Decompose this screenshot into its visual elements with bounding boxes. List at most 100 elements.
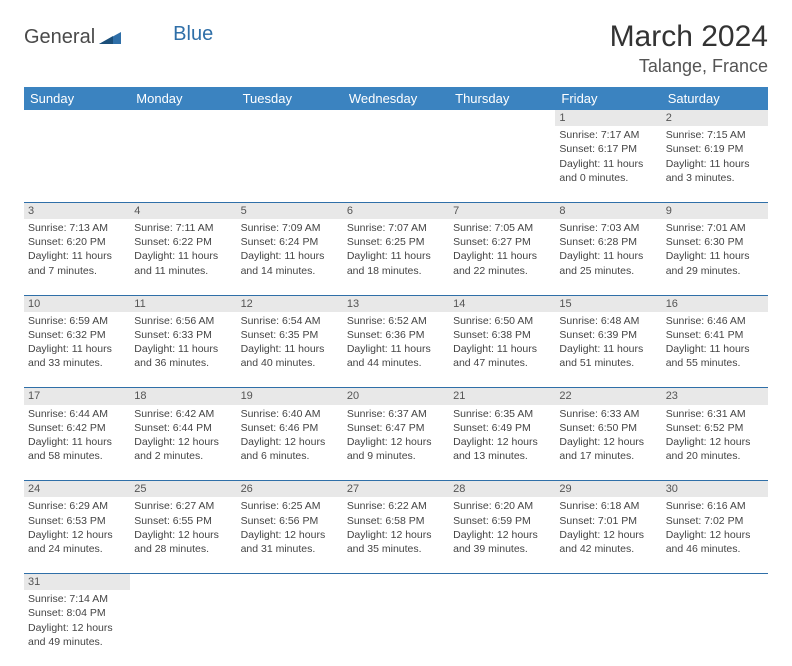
sunrise-text: Sunrise: 6:35 AM [453,407,551,421]
day-cell: Sunrise: 7:05 AMSunset: 6:27 PMDaylight:… [449,219,555,295]
day-number-cell: 2 [662,110,768,126]
day-header: Tuesday [237,87,343,110]
day-number-cell [343,110,449,126]
sunset-text: Sunset: 6:50 PM [559,421,657,435]
sunrise-text: Sunrise: 6:44 AM [28,407,126,421]
day-number-cell: 29 [555,481,661,498]
day-header: Saturday [662,87,768,110]
day-number-cell: 19 [237,388,343,405]
daylight-text: Daylight: 11 hours and 51 minutes. [559,342,657,370]
sunset-text: Sunset: 6:22 PM [134,235,232,249]
header: General Blue March 2024 Talange, France [24,20,768,77]
sunset-text: Sunset: 6:27 PM [453,235,551,249]
day-number-cell: 17 [24,388,130,405]
daynum-row: 12 [24,110,768,126]
day-number-cell: 28 [449,481,555,498]
daylight-text: Daylight: 11 hours and 47 minutes. [453,342,551,370]
sunset-text: Sunset: 6:30 PM [666,235,764,249]
day-cell: Sunrise: 6:56 AMSunset: 6:33 PMDaylight:… [130,312,236,388]
day-number-cell [555,573,661,590]
day-number-cell: 26 [237,481,343,498]
day-cell: Sunrise: 6:48 AMSunset: 6:39 PMDaylight:… [555,312,661,388]
day-number-cell: 11 [130,295,236,312]
day-cell [343,126,449,202]
day-number-cell: 27 [343,481,449,498]
day-number-cell [449,573,555,590]
daylight-text: Daylight: 12 hours and 49 minutes. [28,621,126,649]
day-cell [237,590,343,666]
day-header: Sunday [24,87,130,110]
day-content-row: Sunrise: 7:13 AMSunset: 6:20 PMDaylight:… [24,219,768,295]
day-number-cell: 16 [662,295,768,312]
sunrise-text: Sunrise: 6:22 AM [347,499,445,513]
daylight-text: Daylight: 12 hours and 9 minutes. [347,435,445,463]
sunrise-text: Sunrise: 7:11 AM [134,221,232,235]
logo-word2: Blue [173,23,213,46]
sunset-text: Sunset: 8:04 PM [28,606,126,620]
day-cell [662,590,768,666]
daynum-row: 24252627282930 [24,481,768,498]
daylight-text: Daylight: 11 hours and 0 minutes. [559,157,657,185]
sunrise-text: Sunrise: 6:25 AM [241,499,339,513]
sunset-text: Sunset: 6:58 PM [347,514,445,528]
logo-flag-icon [99,28,121,49]
sunrise-text: Sunrise: 6:16 AM [666,499,764,513]
daylight-text: Daylight: 11 hours and 3 minutes. [666,157,764,185]
sunrise-text: Sunrise: 7:14 AM [28,592,126,606]
sunrise-text: Sunrise: 6:54 AM [241,314,339,328]
day-cell [555,590,661,666]
sunrise-text: Sunrise: 6:46 AM [666,314,764,328]
day-number-cell: 30 [662,481,768,498]
calendar-body: 12Sunrise: 7:17 AMSunset: 6:17 PMDayligh… [24,110,768,666]
day-content-row: Sunrise: 6:59 AMSunset: 6:32 PM Daylight:… [24,312,768,388]
sunrise-text: Sunrise: 7:01 AM [666,221,764,235]
sunset-text: Sunset: 6:32 PM [28,328,126,342]
month-year: March 2024 [610,20,768,54]
sunset-text: Sunset: 6:17 PM [559,142,657,156]
sunset-text: Sunset: 6:24 PM [241,235,339,249]
sunrise-text: Sunrise: 7:09 AM [241,221,339,235]
sunrise-text: Sunrise: 6:29 AM [28,499,126,513]
day-cell: Sunrise: 7:13 AMSunset: 6:20 PMDaylight:… [24,219,130,295]
calendar-table: Sunday Monday Tuesday Wednesday Thursday… [24,87,768,666]
day-cell [449,126,555,202]
sunrise-text: Sunrise: 6:27 AM [134,499,232,513]
sunrise-text: Sunrise: 6:59 AM [28,314,126,328]
sunset-text: Sunset: 6:28 PM [559,235,657,249]
daynum-row: 17181920212223 [24,388,768,405]
daylight-text: Daylight: 12 hours and 46 minutes. [666,528,764,556]
daylight-text: Daylight: 11 hours and 7 minutes. [28,249,126,277]
day-header: Monday [130,87,236,110]
day-number-cell [130,110,236,126]
sunrise-text: Sunrise: 6:50 AM [453,314,551,328]
day-number-cell: 7 [449,202,555,219]
sunrise-text: Sunrise: 6:18 AM [559,499,657,513]
day-cell: Sunrise: 6:29 AMSunset: 6:53 PMDaylight:… [24,497,130,573]
sunrise-text: Sunrise: 6:20 AM [453,499,551,513]
daylight-text: Daylight: 12 hours and 42 minutes. [559,528,657,556]
sunset-text: Sunset: 6:53 PM [28,514,126,528]
day-number-cell [24,110,130,126]
daylight-text: Daylight: 12 hours and 39 minutes. [453,528,551,556]
daylight-text: Daylight: 12 hours and 6 minutes. [241,435,339,463]
daylight-text: Daylight: 11 hours and 29 minutes. [666,249,764,277]
sunset-text: Sunset: 6:41 PM [666,328,764,342]
day-cell: Sunrise: 7:14 AMSunset: 8:04 PMDaylight:… [24,590,130,666]
day-cell: Sunrise: 7:03 AMSunset: 6:28 PMDaylight:… [555,219,661,295]
sunset-text: Sunset: 6:35 PM [241,328,339,342]
sunset-text: Sunset: 6:46 PM [241,421,339,435]
day-number-cell: 23 [662,388,768,405]
sunset-text: Sunset: 6:56 PM [241,514,339,528]
sunset-text: Sunset: 6:20 PM [28,235,126,249]
sunset-text: Sunset: 6:44 PM [134,421,232,435]
day-number-cell: 15 [555,295,661,312]
day-number-cell [662,573,768,590]
sunset-text: Sunset: 6:39 PM [559,328,657,342]
logo: General Blue [24,26,213,49]
day-number-cell: 5 [237,202,343,219]
daylight-text: Daylight: 11 hours and 22 minutes. [453,249,551,277]
sunset-text: Sunset: 6:52 PM [666,421,764,435]
sunset-text: Sunset: 6:42 PM [28,421,126,435]
day-cell: Sunrise: 7:01 AMSunset: 6:30 PMDaylight:… [662,219,768,295]
daynum-row: 10111213141516 [24,295,768,312]
